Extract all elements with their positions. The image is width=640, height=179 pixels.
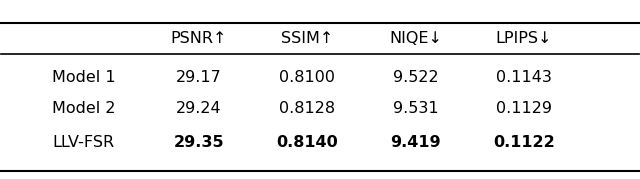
Text: 0.1143: 0.1143	[496, 70, 552, 85]
Text: 9.531: 9.531	[393, 101, 438, 116]
Text: 0.8140: 0.8140	[276, 135, 338, 150]
Text: LPIPS↓: LPIPS↓	[496, 31, 552, 46]
Text: Model 1: Model 1	[52, 70, 116, 85]
Text: 9.522: 9.522	[393, 70, 438, 85]
Text: PSNR↑: PSNR↑	[171, 31, 227, 46]
Text: NIQE↓: NIQE↓	[389, 31, 442, 46]
Text: LLV-FSR: LLV-FSR	[52, 135, 115, 150]
Text: 29.24: 29.24	[176, 101, 221, 116]
Text: Model 2: Model 2	[52, 101, 116, 116]
Text: 9.419: 9.419	[390, 135, 441, 150]
Text: 0.1129: 0.1129	[496, 101, 552, 116]
Text: SSIM↑: SSIM↑	[281, 31, 333, 46]
Text: 0.8100: 0.8100	[279, 70, 335, 85]
Text: 0.1122: 0.1122	[493, 135, 555, 150]
Text: 0.8128: 0.8128	[279, 101, 335, 116]
Text: 29.35: 29.35	[173, 135, 224, 150]
Text: 29.17: 29.17	[176, 70, 222, 85]
